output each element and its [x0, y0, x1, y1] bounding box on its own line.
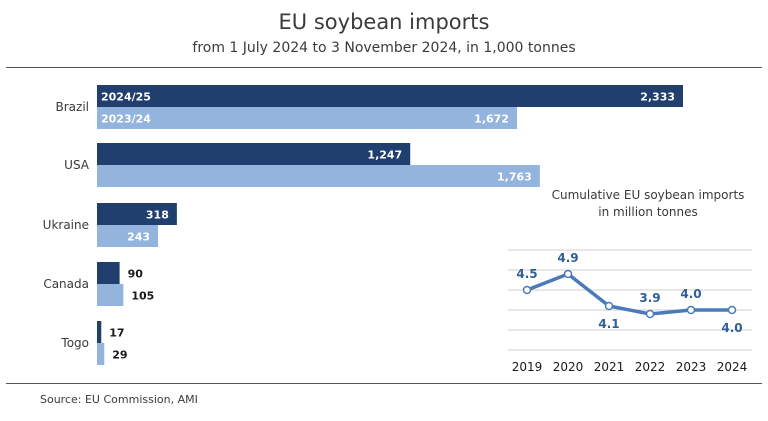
- data-label-brazil-2024-25: 2,333: [640, 91, 675, 104]
- source-note: Source: EU Commission, AMI: [40, 393, 198, 406]
- inset-data-label-2024: 4.0: [721, 321, 742, 335]
- inset-title-line-2: in million tonnes: [598, 205, 697, 219]
- inset-x-tick-2020: 2020: [553, 360, 584, 374]
- bar-brazil-2023-24: [97, 107, 517, 129]
- category-label-ukraine: Ukraine: [43, 218, 89, 232]
- inset-x-tick-2023: 2023: [676, 360, 707, 374]
- bar-togo-2024-25: [97, 321, 102, 343]
- series-label-2024-25: 2024/25: [101, 91, 151, 104]
- bottom-divider: [6, 383, 762, 384]
- bar-canada-2024-25: [97, 262, 120, 284]
- bar-ukraine-2024-25: [97, 203, 177, 225]
- inset-x-tick-2022: 2022: [635, 360, 666, 374]
- chart-subtitle: from 1 July 2024 to 3 November 2024, in …: [192, 40, 576, 56]
- inset-data-label-2020: 4.9: [557, 251, 578, 265]
- data-label-togo-2023-24: 29: [112, 349, 127, 362]
- bar-usa-2024-25: [97, 143, 411, 165]
- inset-series-line: [526, 272, 732, 316]
- inset-x-tick-2019: 2019: [512, 360, 543, 374]
- data-label-usa-2024-25: 1,247: [367, 149, 402, 162]
- data-label-togo-2024-25: 17: [109, 327, 124, 340]
- inset-point-2023: [686, 305, 696, 315]
- inset-point-2019: [522, 285, 532, 295]
- inset-point-2022: [645, 309, 655, 319]
- data-label-ukraine-2023-24: 243: [127, 231, 150, 244]
- data-label-ukraine-2024-25: 318: [146, 209, 169, 222]
- inset-data-label-2022: 3.9: [639, 291, 660, 305]
- category-label-brazil: Brazil: [56, 100, 90, 114]
- series-label-2023-24: 2023/24: [101, 113, 151, 126]
- bar-ukraine-2023-24: [97, 225, 159, 247]
- data-label-canada-2023-24: 105: [131, 290, 154, 303]
- inset-data-label-2021: 4.1: [598, 317, 619, 331]
- category-label-usa: USA: [64, 158, 90, 172]
- inset-x-tick-2021: 2021: [594, 360, 625, 374]
- inset-data-label-2023: 4.0: [680, 287, 701, 301]
- inset-title-line-1: Cumulative EU soybean imports: [552, 188, 745, 202]
- data-label-brazil-2023-24: 1,672: [474, 113, 509, 126]
- top-divider: [6, 67, 762, 68]
- inset-x-tick-2024: 2024: [717, 360, 748, 374]
- inset-point-2020: [563, 269, 573, 279]
- category-label-canada: Canada: [43, 277, 89, 291]
- inset-data-label-2019: 4.5: [516, 267, 537, 281]
- data-label-canada-2024-25: 90: [128, 268, 144, 281]
- chart-title: EU soybean imports: [278, 10, 490, 34]
- inset-point-2021: [604, 301, 614, 311]
- category-label-togo: Togo: [60, 336, 89, 350]
- bar-canada-2023-24: [97, 284, 124, 306]
- bar-brazil-2024-25: [97, 85, 683, 107]
- bar-usa-2023-24: [97, 165, 540, 187]
- inset-point-2024: [727, 305, 737, 315]
- bar-togo-2023-24: [97, 343, 105, 365]
- data-label-usa-2023-24: 1,763: [497, 171, 532, 184]
